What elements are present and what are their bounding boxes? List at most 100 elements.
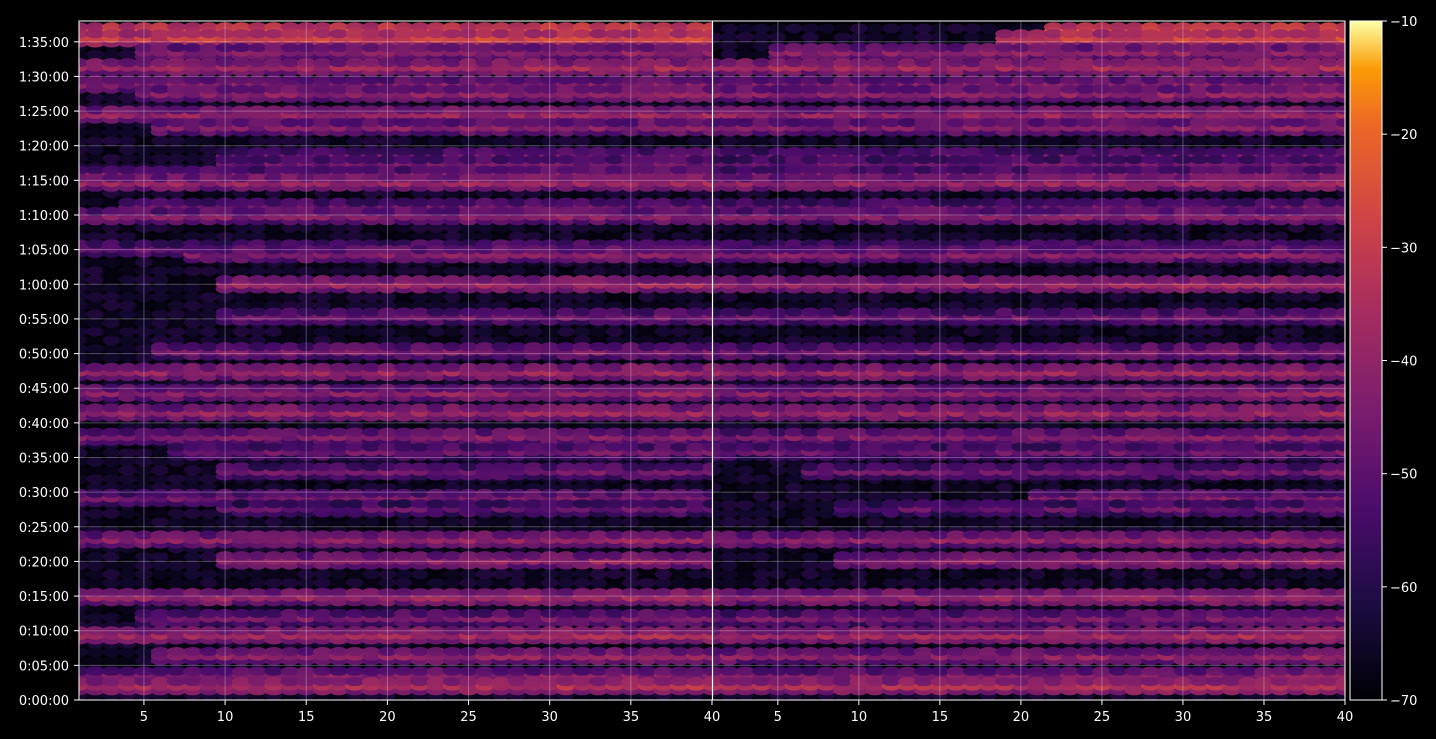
heatmap-cell xyxy=(231,207,251,217)
heatmap-cell xyxy=(442,58,462,68)
heatmap-cell xyxy=(589,517,608,528)
heatmap-cell xyxy=(79,196,88,207)
heatmap-cell xyxy=(281,136,299,147)
heatmap-cell xyxy=(85,239,105,249)
heatmap-cell xyxy=(702,146,712,156)
heatmap-cell xyxy=(411,291,429,302)
heatmap-cell xyxy=(410,275,430,285)
heatmap-cell xyxy=(556,43,576,53)
heatmap-cell xyxy=(589,569,608,580)
heatmap-cell xyxy=(670,569,689,580)
heatmap-cell xyxy=(329,577,348,588)
heatmap-cell xyxy=(361,75,381,85)
heatmap-cell xyxy=(491,173,511,183)
heatmap-cell xyxy=(394,291,413,302)
heatmap-cell xyxy=(312,165,332,175)
heatmap-cell xyxy=(622,291,640,302)
heatmap-cell xyxy=(79,207,89,217)
heatmap-cell xyxy=(183,266,202,277)
heatmap-cell xyxy=(312,155,332,165)
heatmap-cell xyxy=(622,266,640,277)
heatmap-cell xyxy=(508,517,526,528)
heatmap-cell xyxy=(653,165,673,175)
heatmap-cell xyxy=(215,75,235,85)
heatmap-cell xyxy=(491,118,511,128)
heatmap-cell xyxy=(86,291,104,302)
heatmap-cell xyxy=(442,29,462,39)
heatmap-cell xyxy=(442,43,462,53)
heatmap-cell xyxy=(183,197,203,207)
heatmap-cell xyxy=(86,274,104,285)
heatmap-cell xyxy=(605,517,624,528)
heatmap-cell xyxy=(86,326,104,337)
heatmap-cell xyxy=(199,84,219,94)
heatmap-cell xyxy=(118,612,137,623)
heatmap-cell xyxy=(265,577,283,588)
heatmap-cell xyxy=(572,22,592,32)
heatmap-cell xyxy=(313,136,332,147)
heatmap-cell xyxy=(492,326,510,337)
heatmap-cell xyxy=(540,231,559,242)
heatmap-cell xyxy=(215,146,235,156)
heatmap-cell xyxy=(135,569,153,580)
heatmap-cell xyxy=(426,245,446,255)
heatmap-cell xyxy=(346,577,364,588)
heatmap-cell xyxy=(540,105,560,115)
heatmap-cell xyxy=(702,58,712,68)
heatmap-cell xyxy=(686,84,706,94)
heatmap-cell xyxy=(572,146,592,156)
heatmap-cell xyxy=(199,173,219,183)
heatmap-cell xyxy=(523,165,543,175)
heatmap-cell xyxy=(199,43,219,53)
heatmap-cell xyxy=(556,165,576,175)
heatmap-cell xyxy=(394,517,413,528)
heatmap-cell xyxy=(540,136,559,147)
heatmap-cell xyxy=(151,266,169,277)
heatmap-cell xyxy=(167,577,186,588)
heatmap-cell xyxy=(508,231,526,242)
heatmap-cell xyxy=(199,197,219,207)
heatmap-cell xyxy=(313,577,332,588)
heatmap-cell xyxy=(102,300,121,311)
heatmap-cell xyxy=(589,326,608,337)
heatmap-cell xyxy=(638,517,656,528)
heatmap-cell xyxy=(296,75,316,85)
heatmap-cell xyxy=(345,75,365,85)
heatmap-cell xyxy=(134,43,154,53)
heatmap-cell xyxy=(281,517,299,528)
heatmap-cell xyxy=(313,222,332,233)
heatmap-cell xyxy=(475,146,495,156)
heatmap-cell xyxy=(638,569,656,580)
heatmap-cell xyxy=(345,29,365,39)
heatmap-cell xyxy=(264,29,284,39)
heatmap-cell xyxy=(79,257,88,268)
heatmap-cell xyxy=(443,136,462,147)
heatmap-cell xyxy=(135,274,153,285)
heatmap-cell xyxy=(540,266,559,277)
heatmap-cell xyxy=(588,155,608,165)
heatmap-cell xyxy=(427,517,445,528)
heatmap-cell xyxy=(475,275,495,285)
heatmap-cell xyxy=(572,58,592,68)
heatmap-cell xyxy=(410,84,430,94)
heatmap-cell xyxy=(216,326,234,337)
heatmap-cell xyxy=(540,275,560,285)
heatmap-cell xyxy=(394,222,413,233)
heatmap-cell xyxy=(378,569,397,580)
heatmap-cell xyxy=(79,343,88,354)
heatmap-cell xyxy=(459,136,478,147)
heatmap-cell xyxy=(102,352,121,363)
heatmap-cell xyxy=(686,22,706,32)
heatmap-cell xyxy=(622,326,640,337)
heatmap-cell xyxy=(508,291,526,302)
heatmap-cell xyxy=(540,326,559,337)
heatmap-cell xyxy=(491,197,511,207)
heatmap-cell xyxy=(183,136,202,147)
heatmap-cell xyxy=(79,105,89,115)
heatmap-cell xyxy=(410,58,430,68)
heatmap-cell xyxy=(410,29,430,39)
heatmap-cell xyxy=(670,155,690,165)
heatmap-cell xyxy=(572,29,592,39)
heatmap-cell xyxy=(102,447,121,458)
heatmap-cell xyxy=(264,22,284,32)
